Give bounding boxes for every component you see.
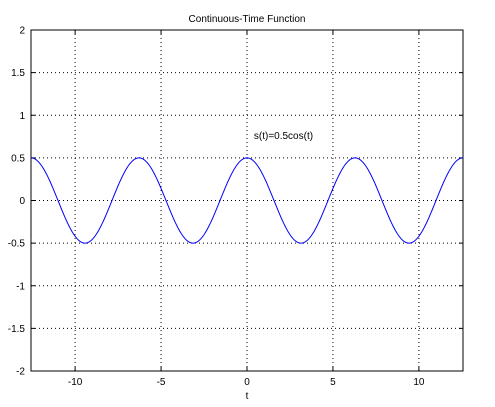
y-tick-label: -1.5: [8, 324, 26, 335]
x-tick-label: -10: [68, 377, 83, 388]
y-tick-label: 1: [19, 111, 25, 122]
x-tick-labels: -10 -5 0 5 10: [68, 377, 425, 388]
y-tick-label: 0: [19, 196, 25, 207]
y-tick-labels: -2 -1.5 -1 -0.5 0 0.5 1 1.5 2: [8, 26, 26, 378]
x-tick-label: -5: [157, 377, 166, 388]
function-annotation: s(t)=0.5cos(t): [254, 131, 313, 142]
chart-title: Continuous-Time Function: [189, 14, 306, 25]
y-tick-label: -2: [16, 367, 25, 378]
series-line: [30, 157, 464, 244]
y-tick-label: 1.5: [11, 68, 25, 79]
y-tick-label: -0.5: [8, 239, 26, 250]
y-tick-label: 0.5: [11, 153, 25, 164]
y-tick-label: -1: [16, 281, 25, 292]
x-tick-label: 5: [330, 377, 336, 388]
x-axis-label: t: [246, 391, 249, 402]
y-tick-label: 2: [19, 26, 25, 37]
x-tick-label: 0: [244, 377, 250, 388]
x-tick-label: 10: [413, 377, 425, 388]
